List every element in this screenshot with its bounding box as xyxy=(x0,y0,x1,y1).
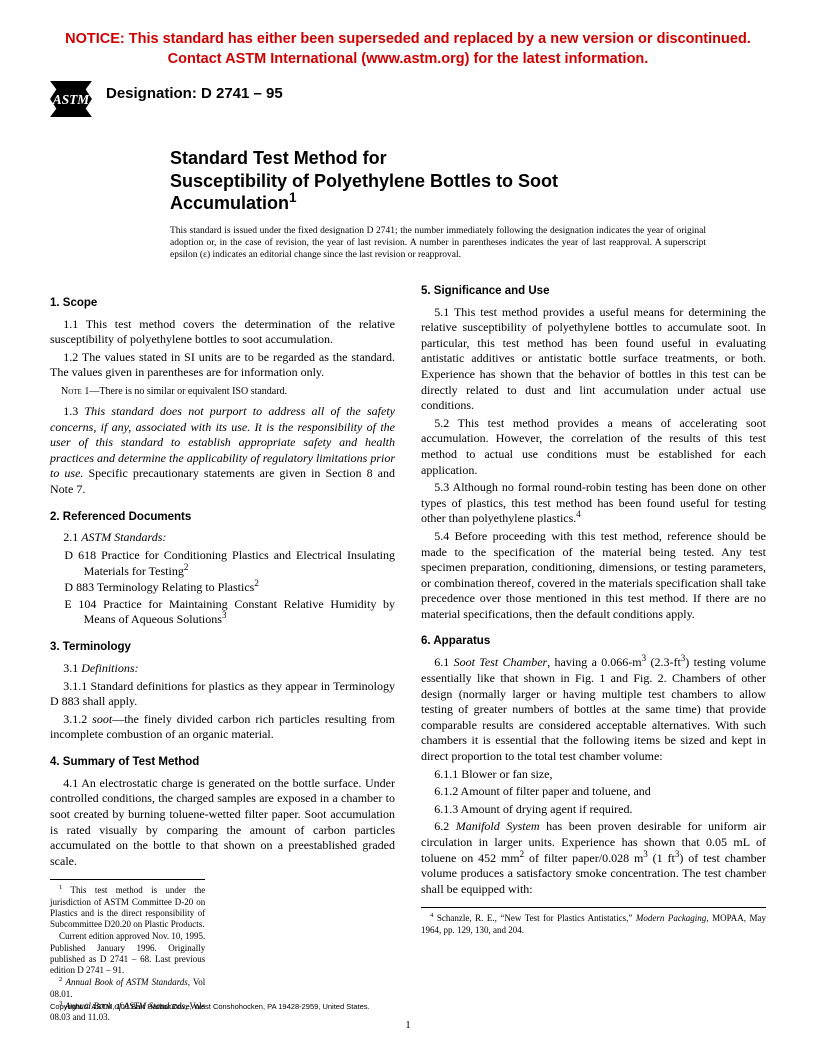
p-3-1-1: 3.1.1 Standard definitions for plastics … xyxy=(50,679,395,710)
p-6-1: 6.1 Soot Test Chamber, having a 0.066-m3… xyxy=(421,655,766,764)
copyright: Copyright © ASTM, 100 Barr Harbor Drive,… xyxy=(50,1002,370,1011)
p-6-1-3: 6.1.3 Amount of drying agent if required… xyxy=(421,802,766,818)
p-6-1-2: 6.1.2 Amount of filter paper and toluene… xyxy=(421,784,766,800)
apparatus-head: 6. Apparatus xyxy=(421,634,766,649)
terminology-head: 3. Terminology xyxy=(50,640,395,655)
title-line3: Accumulation xyxy=(170,193,289,213)
issuance-note: This standard is issued under the fixed … xyxy=(170,225,706,262)
footnotes-right: 4 Schanzle, R. E., “New Test for Plastic… xyxy=(421,907,766,936)
title-line1: Standard Test Method for xyxy=(170,148,387,168)
p-1-3: 1.3 This standard does not purport to ad… xyxy=(50,404,395,498)
notice-line2: Contact ASTM International (www.astm.org… xyxy=(168,51,649,67)
title-line2: Susceptibility of Polyethylene Bottles t… xyxy=(170,171,558,191)
p-6-1-1: 6.1.1 Blower or fan size, xyxy=(421,767,766,783)
header: ASTM Designation: D 2741 – 95 xyxy=(50,79,766,117)
page-number: 1 xyxy=(0,1019,816,1031)
p-5-1: 5.1 This test method provides a useful m… xyxy=(421,305,766,414)
fn-1: 1 This test method is under the jurisdic… xyxy=(50,885,205,930)
refdocs-head: 2. Referenced Documents xyxy=(50,510,395,525)
fn-4: 4 Schanzle, R. E., “New Test for Plastic… xyxy=(421,913,766,936)
p-5-4: 5.4 Before proceeding with this test met… xyxy=(421,529,766,623)
note1-label: Note 1 xyxy=(61,386,89,397)
designation: Designation: D 2741 – 95 xyxy=(106,79,283,102)
body-columns: 1. Scope 1.1 This test method covers the… xyxy=(50,284,766,1025)
summary-head: 4. Summary of Test Method xyxy=(50,755,395,770)
astm-logo: ASTM xyxy=(50,81,92,117)
p-1-1: 1.1 This test method covers the determin… xyxy=(50,317,395,348)
ref-e104: E 104 Practice for Maintaining Constant … xyxy=(50,597,395,628)
title-block: Standard Test Method for Susceptibility … xyxy=(170,147,716,262)
p-1-2: 1.2 The values stated in SI units are to… xyxy=(50,350,395,381)
fn-1b: Current edition approved Nov. 10, 1995. … xyxy=(50,931,205,976)
svg-text:ASTM: ASTM xyxy=(52,92,91,107)
note-1: Note 1—There is no similar or equivalent… xyxy=(50,385,395,398)
note1-text: —There is no similar or equivalent ISO s… xyxy=(89,386,287,397)
notice-banner: NOTICE: This standard has either been su… xyxy=(50,30,766,69)
p-6-2: 6.2 Manifold System has been proven desi… xyxy=(421,819,766,897)
fn-2: 2 Annual Book of ASTM Standards, Vol 08.… xyxy=(50,977,205,1000)
ref-d618: D 618 Practice for Conditioning Plastics… xyxy=(50,548,395,579)
notice-line1: NOTICE: This standard has either been su… xyxy=(65,31,751,47)
terminology-sub: 3.1 Definitions: xyxy=(50,661,395,677)
refdocs-sub: 2.1 ASTM Standards: xyxy=(50,530,395,546)
p-5-2: 5.2 This test method provides a means of… xyxy=(421,416,766,478)
ref-d883: D 883 Terminology Relating to Plastics2 xyxy=(50,580,395,596)
p-4-1: 4.1 An electrostatic charge is generated… xyxy=(50,776,395,870)
p-5-3: 5.3 Although no formal round-robin testi… xyxy=(421,480,766,527)
significance-head: 5. Significance and Use xyxy=(421,284,766,299)
scope-head: 1. Scope xyxy=(50,296,395,311)
p-3-1-2: 3.1.2 soot—the finely divided carbon ric… xyxy=(50,712,395,743)
